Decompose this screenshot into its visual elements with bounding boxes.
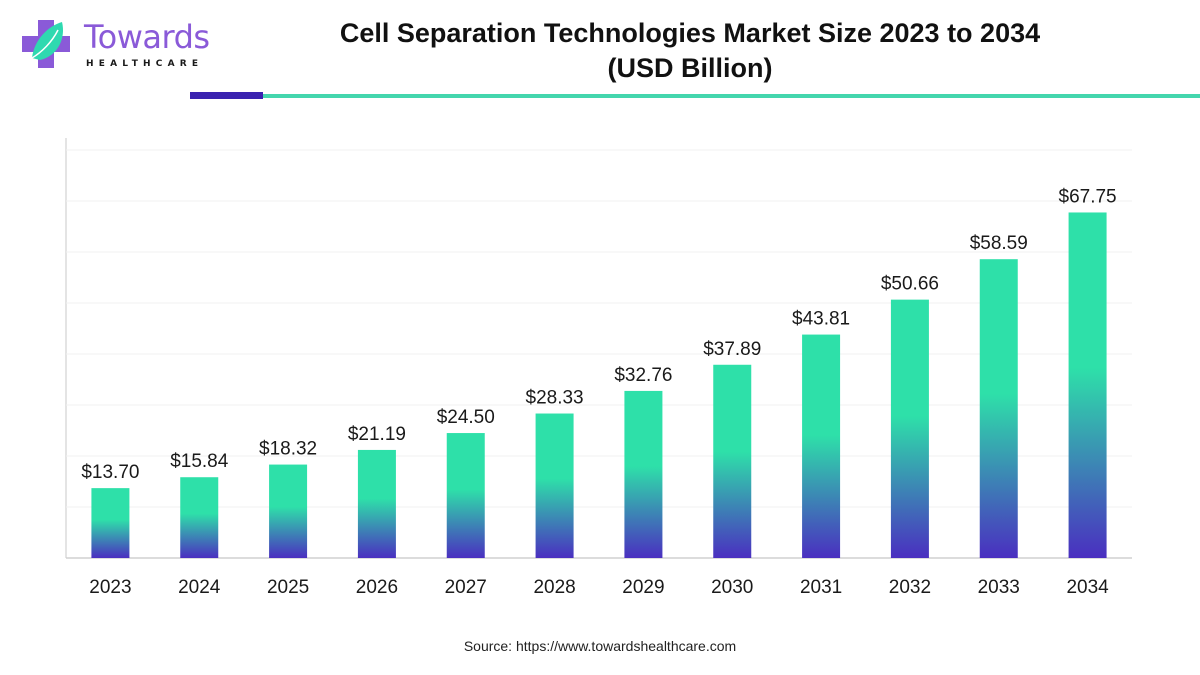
x-tick-label: 2028 <box>533 577 575 598</box>
data-label: $18.32 <box>259 439 317 460</box>
bar <box>535 413 574 558</box>
title-rule-teal <box>263 94 1200 98</box>
data-label: $13.70 <box>81 462 139 483</box>
data-labels: $13.70 $15.84 $18.32 $21.19 $24.50 $28.33 $32.… <box>81 186 1116 483</box>
data-label: $67.75 <box>1059 186 1117 207</box>
bars <box>91 212 1107 558</box>
data-label: $24.50 <box>437 407 495 428</box>
bar <box>180 477 219 558</box>
chart-title-main: Cell Separation Technologies Market Size… <box>339 18 1041 48</box>
x-tick-label: 2027 <box>445 577 487 598</box>
data-label: $43.81 <box>792 309 850 330</box>
bar <box>890 299 929 558</box>
brand-logo: Towards HEALTHCARE <box>18 16 218 74</box>
bar <box>802 334 841 558</box>
bar <box>1068 212 1107 558</box>
bar <box>713 364 752 558</box>
bar <box>91 488 130 558</box>
medical-cross-leaf-icon <box>22 20 70 68</box>
x-tick-label: 2031 <box>800 577 842 598</box>
chart-title-unit: (USD Billion) <box>607 53 773 83</box>
x-tick-label: 2029 <box>622 577 664 598</box>
data-label: $28.33 <box>526 388 584 409</box>
source-note: Source: https://www.towardshealthcare.co… <box>463 638 737 654</box>
x-tick-label: 2023 <box>89 577 131 598</box>
x-axis-ticks: 2023 2024 2025 2026 2027 2028 2029 2030 2031 2032… <box>89 577 1109 598</box>
x-tick-label: 2026 <box>356 577 398 598</box>
data-label: $37.89 <box>703 339 761 360</box>
data-label: $32.76 <box>614 365 672 386</box>
bar <box>357 449 396 558</box>
bar <box>979 259 1018 558</box>
bar <box>446 433 485 558</box>
bar <box>624 390 663 558</box>
brand-name: Towards <box>84 18 210 56</box>
brand-subtitle: HEALTHCARE <box>86 59 204 69</box>
x-tick-label: 2030 <box>711 577 753 598</box>
data-label: $58.59 <box>970 233 1028 254</box>
x-tick-label: 2034 <box>1066 577 1109 598</box>
gridlines <box>65 138 1132 559</box>
data-label: $21.19 <box>348 424 406 445</box>
x-tick-label: 2025 <box>267 577 309 598</box>
x-tick-label: 2032 <box>889 577 931 598</box>
x-tick-label: 2024 <box>178 577 221 598</box>
title-rule-dark <box>190 92 263 99</box>
bar <box>269 464 308 558</box>
data-label: $15.84 <box>170 451 229 472</box>
chart-title: Cell Separation Technologies Market Size… <box>240 16 1140 86</box>
data-label: $50.66 <box>881 274 939 295</box>
x-tick-label: 2033 <box>978 577 1020 598</box>
